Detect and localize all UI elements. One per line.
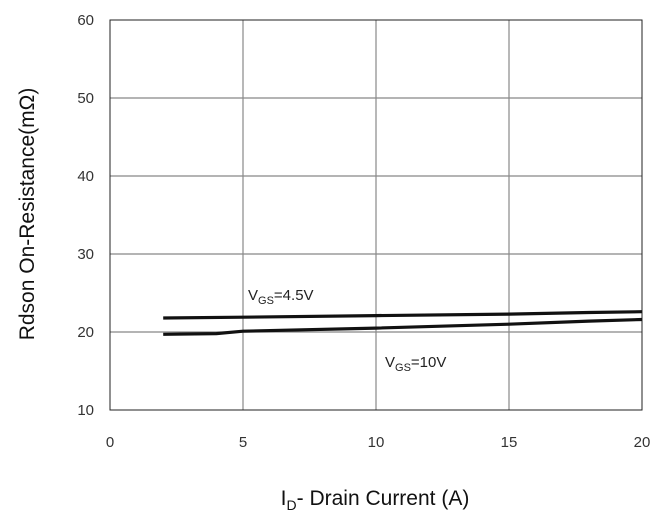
series-label-vgs-10v: VGS=10V bbox=[385, 354, 446, 374]
x-tick-label-0: 0 bbox=[106, 434, 114, 451]
y-tick-label-30: 30 bbox=[77, 246, 94, 263]
y-tick-label-20: 20 bbox=[77, 324, 94, 341]
series-label-vgs-4-5v: VGS=4.5V bbox=[248, 287, 314, 307]
y-tick-label-40: 40 bbox=[77, 168, 94, 185]
series-line-0 bbox=[163, 310, 643, 320]
y-tick-label-50: 50 bbox=[77, 90, 94, 107]
x-tick-label-20: 20 bbox=[634, 434, 651, 451]
y-tick-label-10: 10 bbox=[77, 402, 94, 419]
x-tick-label-15: 15 bbox=[501, 434, 518, 451]
x-tick-label-10: 10 bbox=[368, 434, 385, 451]
grid-lines bbox=[110, 20, 642, 410]
x-axis-title: ID- Drain Current (A) bbox=[281, 487, 470, 513]
series-lines bbox=[163, 310, 643, 336]
y-axis-title: Rdson On-Resistance(mΩ) bbox=[16, 88, 39, 341]
tick-labels: 0 5 10 15 20 10 20 30 40 50 60 bbox=[77, 12, 650, 451]
plot-frame bbox=[109, 19, 643, 411]
x-tick-label-5: 5 bbox=[239, 434, 247, 451]
y-tick-label-60: 60 bbox=[77, 12, 94, 29]
series-line-1 bbox=[163, 317, 643, 336]
